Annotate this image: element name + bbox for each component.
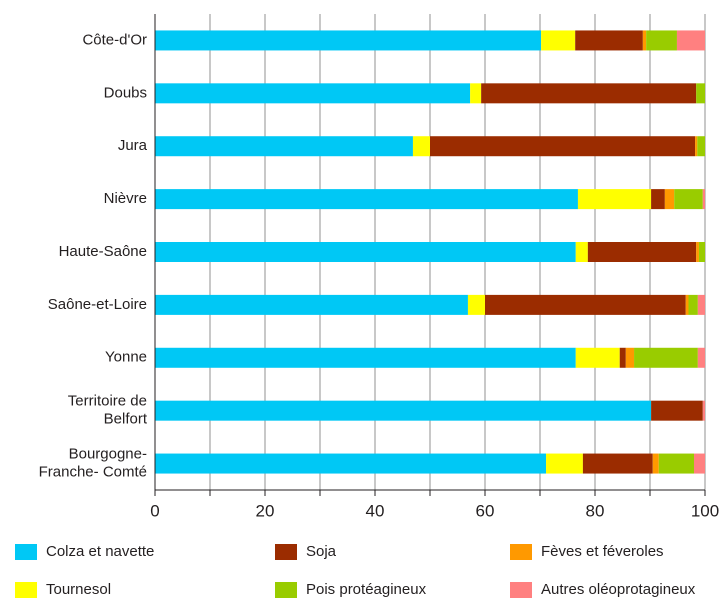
bar-segment [577,189,652,210]
bar-segment [697,136,705,157]
legend-swatch [15,582,37,598]
bar-segment [697,294,705,315]
y-tick-label: Saône-et-Loire [48,296,147,313]
bar-segment [619,347,626,368]
bar-segment [485,294,686,315]
bar-segment [652,453,659,474]
bar-segment [582,453,653,474]
bar-segment [587,242,697,262]
y-tick-label: Jura [118,137,148,154]
bar-segment [412,136,430,157]
bar-segment [676,30,705,51]
bar-segment [155,347,576,368]
legend-label: Fèves et féveroles [541,543,664,560]
legend-swatch [275,544,297,560]
bar-segment [651,400,703,421]
bar-segment [651,189,665,210]
bar-segment [696,83,705,104]
bar-segment [155,400,652,421]
legend-swatch [510,582,532,598]
bar-segment [674,189,703,210]
bar-segment [546,453,583,474]
legend-label: Soja [306,543,337,560]
x-tick-label: 20 [256,501,275,520]
x-tick-label: 80 [586,501,605,520]
x-tick-label: 0 [150,501,159,520]
bar-segment [470,83,482,104]
bar-segment [155,189,578,210]
y-tick-label: Haute-Saône [59,243,147,260]
legend-label: Tournesol [46,581,111,598]
bar-segment [646,30,677,51]
bar-segment [155,30,542,51]
legend-label: Autres oléoprotagineux [541,581,696,598]
bar-segment [430,136,696,157]
bar-segment [642,30,647,51]
y-tick-label: Yonne [105,349,147,366]
legend-label: Colza et navette [46,543,154,560]
x-tick-label: 60 [476,501,495,520]
bar-segment [702,189,705,210]
y-tick-label: Côte-d'Or [82,31,147,48]
bar-segment [155,136,413,157]
legend-swatch [275,582,297,598]
y-tick-label: Doubs [104,84,147,101]
bar-segment [694,453,705,474]
bar-segment [575,347,620,368]
bar-segment [575,30,643,51]
bar-segment [697,347,705,368]
x-tick-label: 40 [366,501,385,520]
bar-segment [696,242,699,262]
bar-segment [658,453,694,474]
bar-segment [685,294,689,315]
x-tick-label: 100 [691,501,719,520]
bar-segment [664,189,675,210]
bar-segment [155,83,471,104]
y-tick-label: Bourgogne-Franche- Comté [39,446,147,481]
bar-segment [702,400,705,421]
bar-segment [155,453,547,474]
bar-segment [481,83,697,104]
bar-segment [467,294,485,315]
bar-segment [634,347,698,368]
bar-segment [155,242,576,262]
bar-segment [541,30,576,51]
bar-segment [698,242,705,262]
bar-segment [575,242,588,262]
bar-segment [625,347,635,368]
legend-swatch [510,544,532,560]
bar-segment [688,294,698,315]
y-tick-label: Territoire de Belfort [68,393,148,428]
y-tick-label: Nièvre [104,190,147,207]
bar-segment [155,294,468,315]
legend-swatch [15,544,37,560]
legend-label: Pois protéagineux [306,581,427,598]
bar-segment [695,136,698,157]
